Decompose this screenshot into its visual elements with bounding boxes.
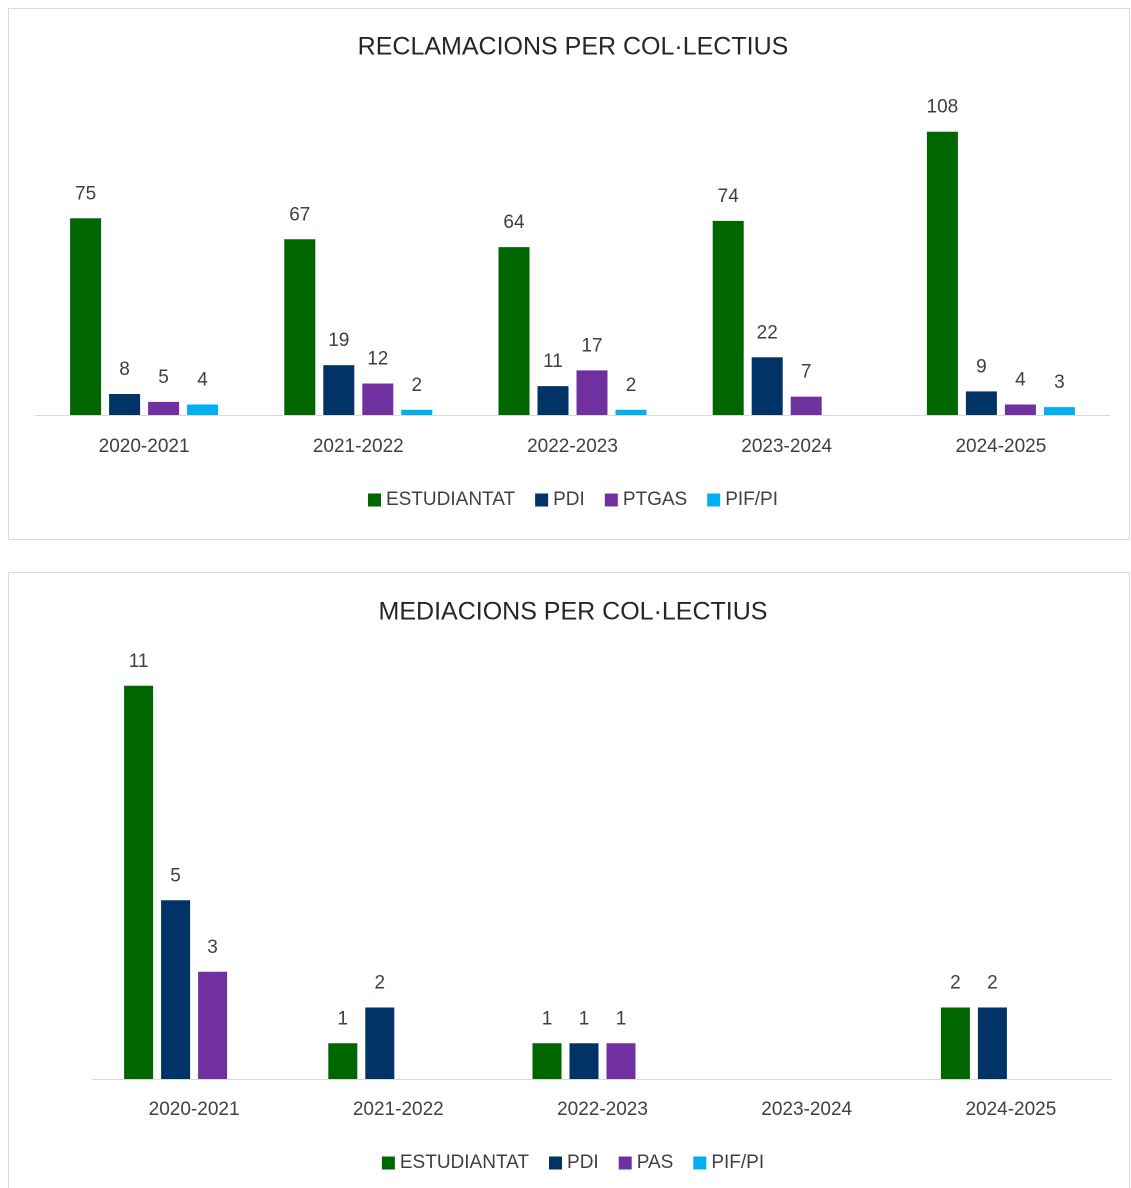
x-tick-label: 2022-2023	[557, 1099, 648, 1120]
chart-frame	[8, 572, 1130, 1188]
data-label: 9	[976, 356, 987, 377]
chart-title: MEDIACIONS PER COL·LECTIUS	[379, 598, 768, 626]
legend-label: ESTUDIANTAT	[386, 489, 516, 510]
bar	[401, 409, 433, 415]
x-tick-label: 2022-2023	[527, 436, 618, 457]
bar	[751, 357, 783, 415]
x-tick-label: 2024-2025	[955, 436, 1046, 457]
bar	[323, 365, 355, 415]
data-label: 2	[950, 973, 961, 994]
bar	[537, 386, 569, 415]
bar	[365, 1007, 395, 1079]
data-label: 8	[119, 359, 130, 380]
bar	[926, 131, 958, 415]
data-label: 17	[581, 335, 602, 356]
bar	[328, 1043, 358, 1079]
data-label: 2	[375, 973, 386, 994]
x-tick-label: 2021-2022	[313, 436, 404, 457]
bar	[124, 685, 154, 1079]
data-label: 22	[757, 322, 778, 343]
legend-label: PIF/PI	[725, 489, 778, 510]
bar	[109, 394, 141, 415]
bar	[712, 220, 744, 415]
legend-swatch	[535, 493, 549, 507]
legend-label: ESTUDIANTAT	[400, 1152, 530, 1173]
x-tick-label: 2020-2021	[99, 436, 190, 457]
data-label: 4	[197, 370, 208, 391]
data-label: 75	[75, 183, 96, 204]
data-label: 2	[626, 375, 637, 396]
bar	[569, 1043, 599, 1079]
bar	[187, 404, 219, 415]
legend-swatch	[693, 1156, 707, 1170]
data-label: 2	[412, 375, 423, 396]
data-label: 64	[503, 212, 525, 233]
bar	[284, 239, 316, 415]
data-label: 12	[367, 349, 388, 370]
x-tick-label: 2024-2025	[965, 1099, 1056, 1120]
legend-swatch	[707, 493, 721, 507]
data-label: 74	[718, 186, 740, 207]
legend-label: PTGAS	[623, 489, 687, 510]
x-tick-label: 2021-2022	[353, 1099, 444, 1120]
data-label: 11	[129, 651, 149, 672]
bar	[362, 383, 394, 415]
legend-swatch	[549, 1156, 563, 1170]
bar	[965, 391, 997, 415]
bar	[161, 900, 191, 1079]
legend-label: PDI	[553, 489, 585, 510]
legend-swatch	[604, 493, 618, 507]
data-label: 1	[579, 1008, 590, 1029]
legend-label: PAS	[637, 1152, 674, 1173]
legend-label: PIF/PI	[711, 1152, 764, 1173]
data-label: 5	[170, 865, 181, 886]
data-label: 3	[207, 937, 218, 958]
bar	[198, 971, 228, 1079]
bar	[940, 1007, 970, 1079]
data-label: 11	[543, 351, 563, 372]
x-tick-label: 2023-2024	[761, 1099, 852, 1120]
x-tick-label: 2023-2024	[741, 436, 832, 457]
chart-frame	[8, 8, 1130, 540]
bar	[576, 370, 608, 415]
bar	[790, 396, 822, 415]
bar	[1004, 404, 1036, 415]
bar	[148, 401, 180, 415]
data-label: 19	[328, 330, 349, 351]
legend-swatch	[381, 1156, 395, 1170]
bar	[977, 1007, 1007, 1079]
data-label: 4	[1015, 370, 1026, 391]
x-tick-label: 2020-2021	[149, 1099, 240, 1120]
bar	[498, 247, 530, 415]
bar	[615, 409, 647, 415]
bar	[606, 1043, 636, 1079]
legend-swatch	[618, 1156, 632, 1170]
data-label: 108	[927, 97, 959, 118]
data-label: 1	[616, 1008, 627, 1029]
data-label: 1	[338, 1008, 349, 1029]
data-label: 1	[542, 1008, 553, 1029]
legend-swatch	[367, 493, 381, 507]
bar	[1043, 407, 1075, 415]
data-label: 5	[158, 367, 169, 388]
data-label: 2	[987, 973, 998, 994]
bar	[70, 218, 102, 415]
legend-label: PDI	[567, 1152, 599, 1173]
data-label: 7	[801, 362, 812, 383]
data-label: 67	[289, 204, 310, 225]
bar	[532, 1043, 562, 1079]
data-label: 3	[1054, 372, 1065, 393]
chart-title: RECLAMACIONS PER COL·LECTIUS	[358, 33, 789, 61]
